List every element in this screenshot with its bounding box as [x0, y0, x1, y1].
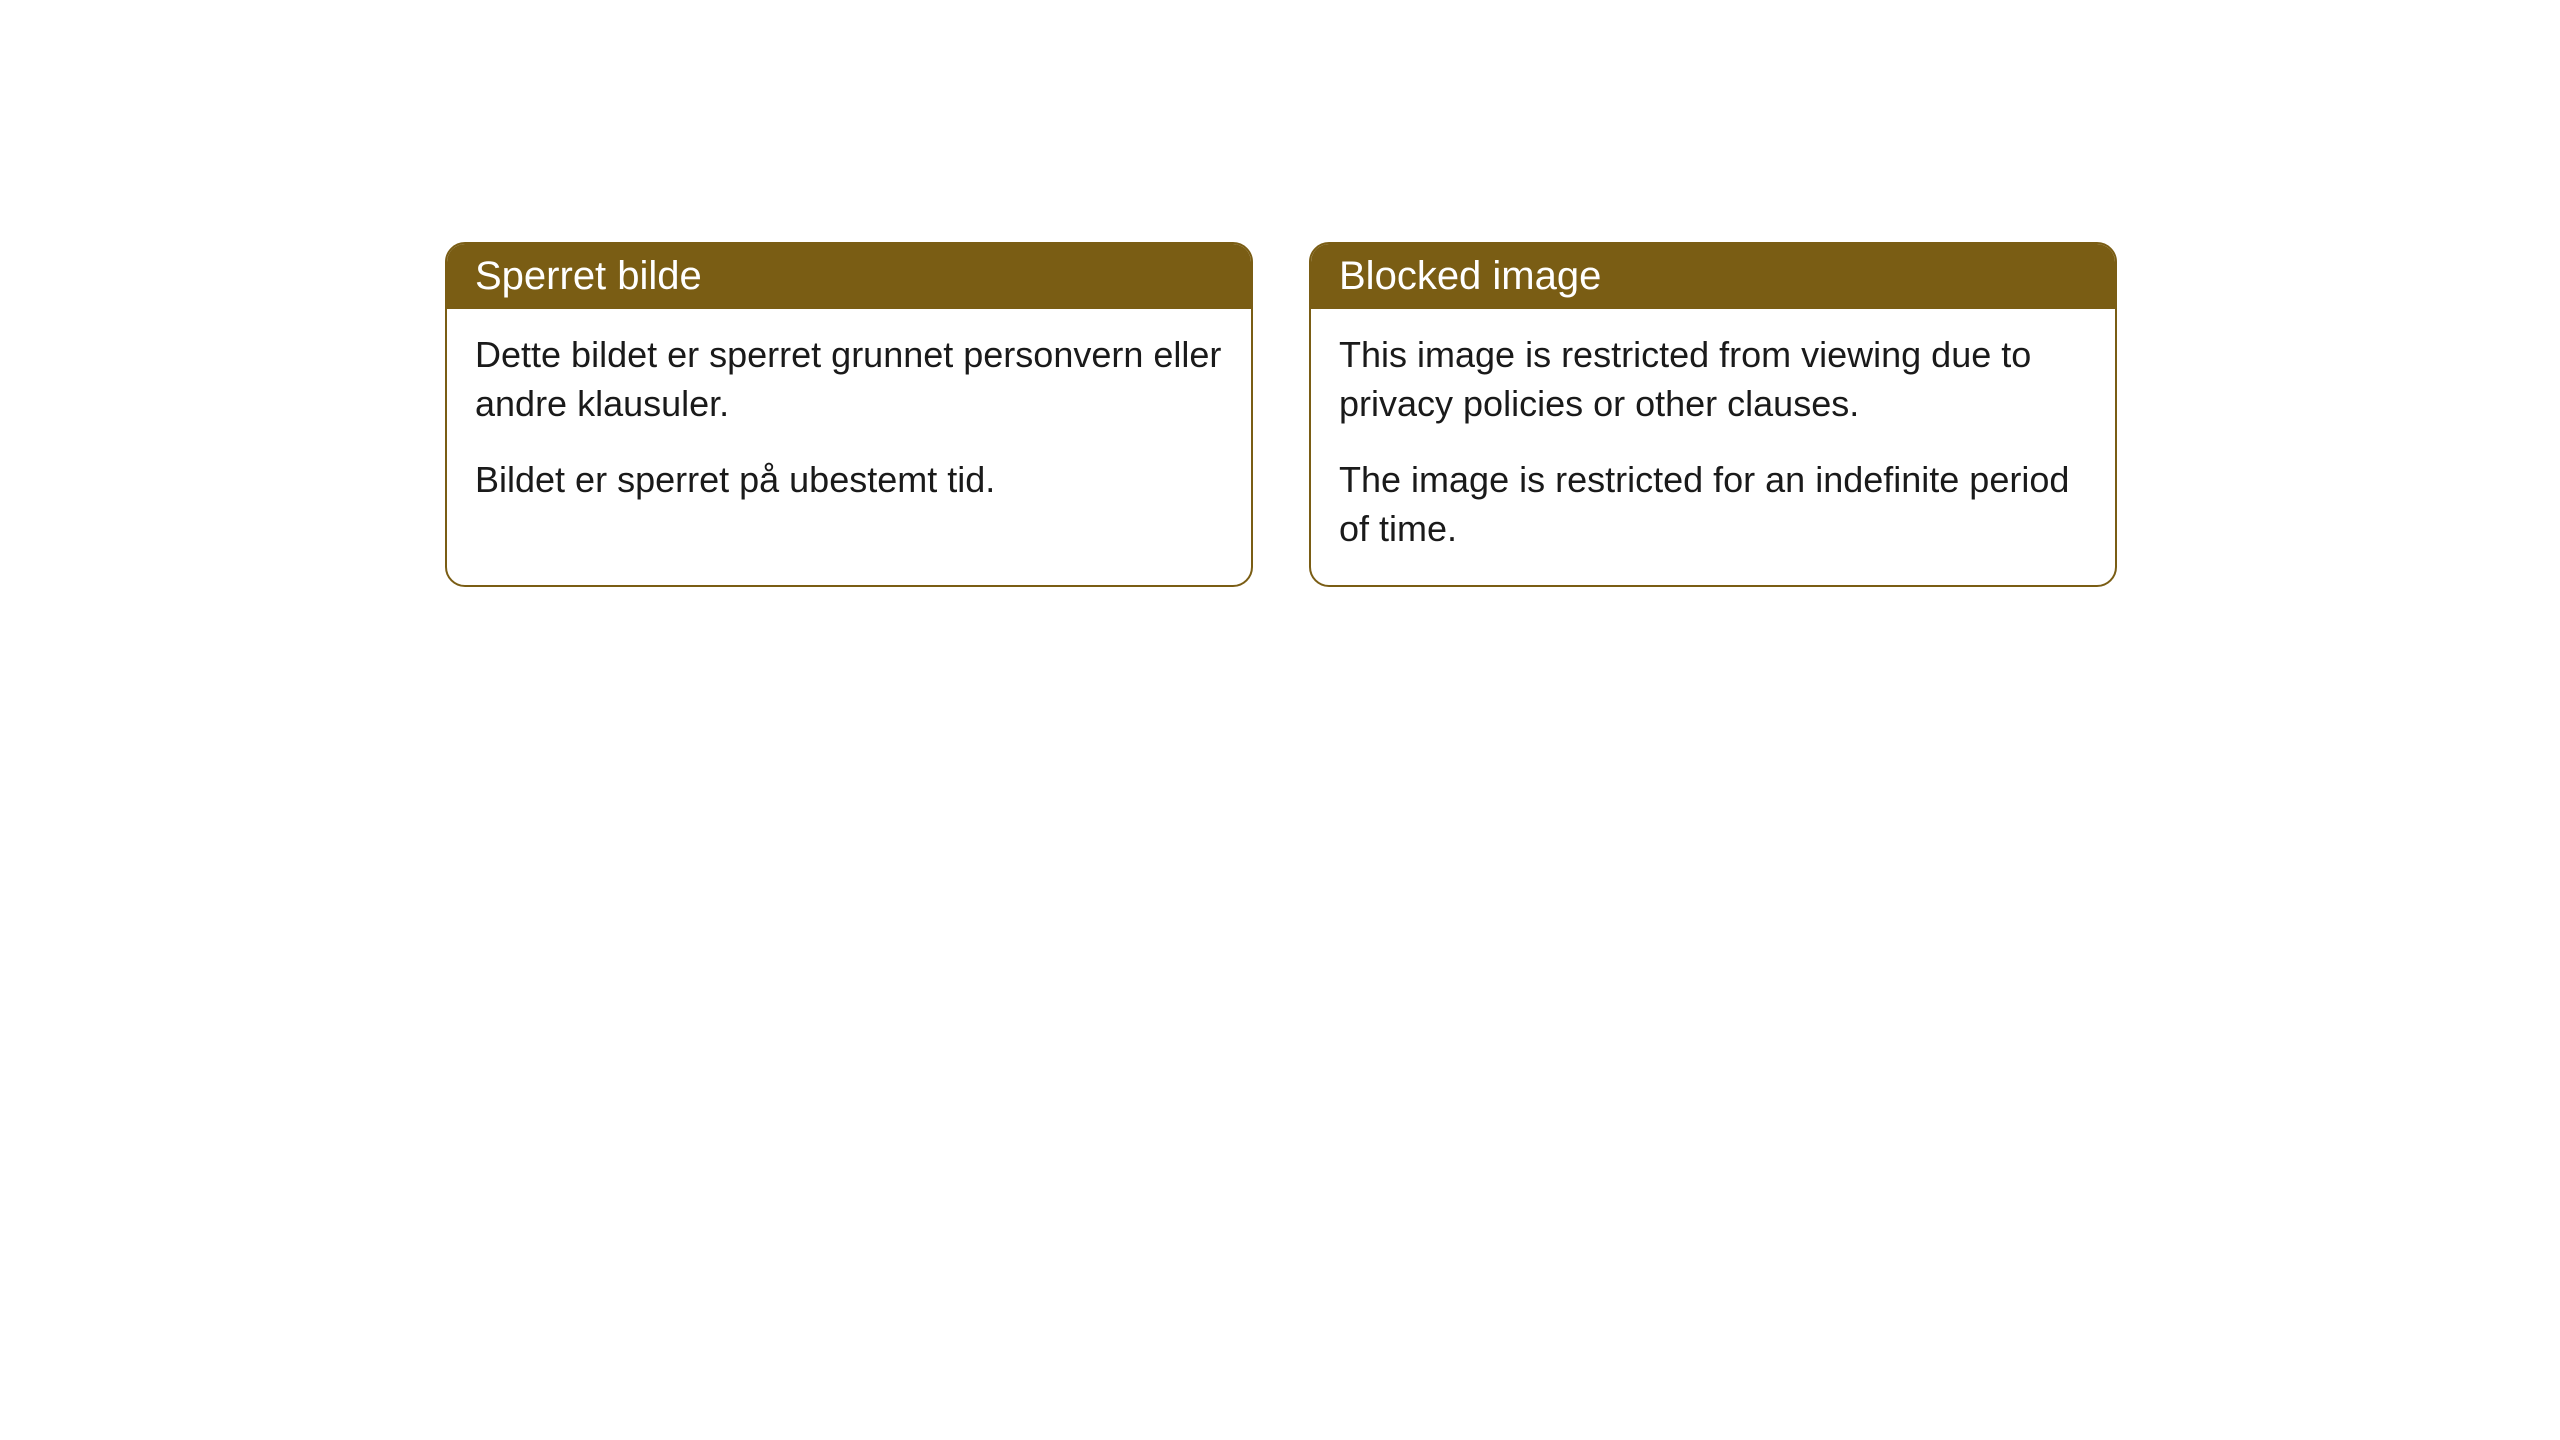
card-paragraph-2-norwegian: Bildet er sperret på ubestemt tid.	[475, 456, 1223, 505]
card-paragraph-2-english: The image is restricted for an indefinit…	[1339, 456, 2087, 553]
card-paragraph-1-norwegian: Dette bildet er sperret grunnet personve…	[475, 331, 1223, 428]
card-norwegian: Sperret bilde Dette bildet er sperret gr…	[445, 242, 1253, 587]
card-header-english: Blocked image	[1311, 244, 2115, 309]
card-body-english: This image is restricted from viewing du…	[1311, 309, 2115, 585]
card-paragraph-1-english: This image is restricted from viewing du…	[1339, 331, 2087, 428]
cards-container: Sperret bilde Dette bildet er sperret gr…	[445, 242, 2117, 587]
card-english: Blocked image This image is restricted f…	[1309, 242, 2117, 587]
card-header-norwegian: Sperret bilde	[447, 244, 1251, 309]
card-body-norwegian: Dette bildet er sperret grunnet personve…	[447, 309, 1251, 537]
